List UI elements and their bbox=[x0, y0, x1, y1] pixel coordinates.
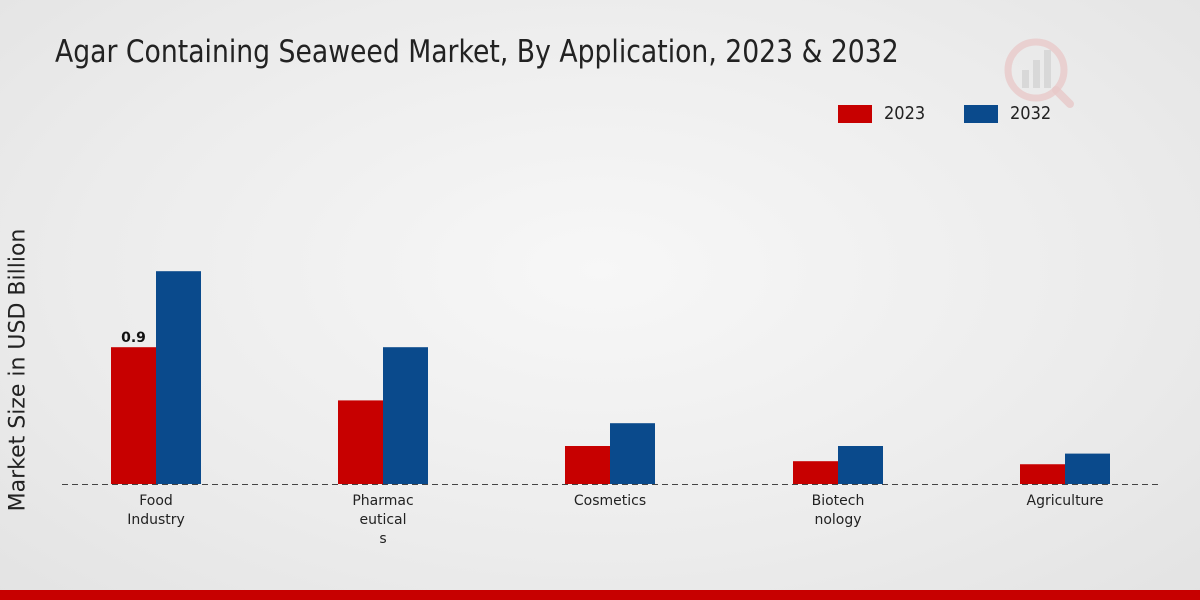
legend-item-2032: 2032 bbox=[963, 103, 1056, 124]
y-axis-label: Market Size in USD Billion bbox=[5, 228, 31, 512]
bar-pharmaceuticals-2023 bbox=[338, 400, 383, 484]
legend-swatch-2023 bbox=[838, 104, 872, 123]
x-tick-pharmaceuticals: Pharmac eutical s bbox=[352, 493, 414, 547]
bar-food-industry-2023 bbox=[111, 347, 156, 484]
bar-biotechnology-2023 bbox=[793, 461, 838, 484]
x-tick-cosmetics: Cosmetics bbox=[573, 493, 647, 509]
bar-agriculture-2032 bbox=[1065, 453, 1110, 484]
x-tick-agriculture: Agriculture bbox=[1026, 493, 1104, 509]
footer-bar bbox=[0, 590, 1200, 600]
x-tick-biotechnology: Biotech nology bbox=[811, 493, 865, 528]
legend: 2023 2032 bbox=[838, 103, 1090, 124]
bar-cosmetics-2032 bbox=[610, 423, 655, 484]
bar-cosmetics-2023 bbox=[565, 446, 610, 484]
bar-pharmaceuticals-2032 bbox=[383, 347, 428, 484]
legend-label-2032: 2032 bbox=[1009, 103, 1052, 124]
chart-title: Agar Containing Seaweed Market, By Appli… bbox=[55, 34, 899, 70]
data-label-food-industry-2023: 0.9 bbox=[121, 330, 146, 346]
bar-food-industry-2032 bbox=[156, 271, 201, 484]
x-tick-food-industry: Food Industry bbox=[127, 493, 185, 528]
legend-swatch-2032 bbox=[963, 104, 998, 123]
legend-label-2023: 2023 bbox=[884, 103, 926, 124]
legend-item-2023: 2023 bbox=[838, 103, 930, 124]
bar-agriculture-2023 bbox=[1020, 464, 1065, 484]
bar-biotechnology-2032 bbox=[838, 446, 883, 484]
watermark-logo-icon bbox=[1004, 38, 1074, 108]
